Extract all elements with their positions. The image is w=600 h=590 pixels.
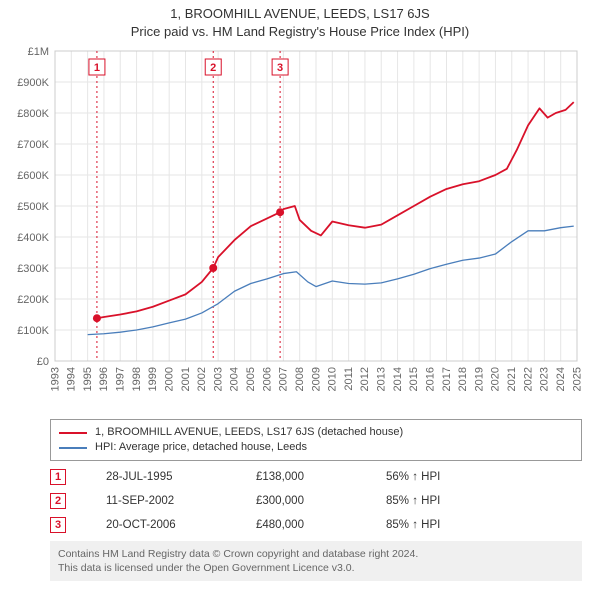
svg-text:£500K: £500K — [17, 201, 49, 213]
legend-swatch — [59, 432, 87, 434]
svg-text:2004: 2004 — [229, 367, 241, 391]
svg-text:£1M: £1M — [28, 46, 49, 58]
legend-row: HPI: Average price, detached house, Leed… — [59, 440, 573, 455]
attribution: Contains HM Land Registry data © Crown c… — [50, 541, 582, 581]
svg-text:2024: 2024 — [555, 367, 567, 391]
svg-text:3: 3 — [277, 62, 283, 74]
svg-text:2011: 2011 — [343, 367, 355, 391]
svg-text:2005: 2005 — [245, 367, 257, 391]
svg-text:1999: 1999 — [147, 367, 159, 391]
legend-label: HPI: Average price, detached house, Leed… — [95, 440, 307, 455]
sale-marker: 2 — [50, 493, 66, 509]
sale-date: 28-JUL-1995 — [106, 471, 216, 483]
page-subtitle: Price paid vs. HM Land Registry's House … — [0, 21, 600, 43]
svg-text:2022: 2022 — [522, 367, 534, 391]
svg-text:2010: 2010 — [327, 367, 339, 391]
attribution-line2: This data is licensed under the Open Gov… — [58, 561, 574, 575]
svg-text:2020: 2020 — [490, 367, 502, 391]
sale-marker: 1 — [50, 469, 66, 485]
svg-text:2016: 2016 — [424, 367, 436, 391]
svg-text:1996: 1996 — [98, 367, 110, 391]
svg-text:2017: 2017 — [441, 367, 453, 391]
svg-text:£300K: £300K — [17, 263, 49, 275]
svg-text:1997: 1997 — [115, 367, 127, 391]
svg-text:£100K: £100K — [17, 325, 49, 337]
svg-text:2019: 2019 — [473, 367, 485, 391]
svg-text:1: 1 — [94, 62, 100, 74]
sale-price: £480,000 — [256, 519, 346, 531]
svg-text:2015: 2015 — [408, 367, 420, 391]
svg-text:2018: 2018 — [457, 367, 469, 391]
legend: 1, BROOMHILL AVENUE, LEEDS, LS17 6JS (de… — [50, 419, 582, 461]
sale-row: 2 11-SEP-2002 £300,000 85% ↑ HPI — [50, 489, 582, 513]
svg-text:£900K: £900K — [17, 77, 49, 89]
svg-text:2002: 2002 — [196, 367, 208, 391]
chart-svg: £0 £100K £200K £300K £400K £500K £600K £700K £80… — [5, 43, 595, 413]
sales-table: 1 28-JUL-1995 £138,000 56% ↑ HPI 2 11-SEP-200… — [50, 465, 582, 537]
svg-text:2014: 2014 — [392, 367, 404, 391]
svg-text:2025: 2025 — [571, 367, 583, 391]
sale-price: £300,000 — [256, 495, 346, 507]
page-title: 1, BROOMHILL AVENUE, LEEDS, LS17 6JS — [0, 0, 600, 21]
svg-text:2021: 2021 — [506, 367, 518, 391]
svg-text:£700K: £700K — [17, 139, 49, 151]
price-chart: £0 £100K £200K £300K £400K £500K £600K £700K £80… — [5, 43, 595, 413]
svg-text:1993: 1993 — [49, 367, 61, 391]
svg-text:2012: 2012 — [359, 367, 371, 391]
svg-text:£800K: £800K — [17, 108, 49, 120]
svg-text:1995: 1995 — [82, 367, 94, 391]
sale-price: £138,000 — [256, 471, 346, 483]
svg-text:2009: 2009 — [310, 367, 322, 391]
svg-text:2008: 2008 — [294, 367, 306, 391]
legend-swatch — [59, 447, 87, 449]
sale-row: 3 20-OCT-2006 £480,000 85% ↑ HPI — [50, 513, 582, 537]
sale-marker: 3 — [50, 517, 66, 533]
svg-text:£400K: £400K — [17, 232, 49, 244]
svg-text:2003: 2003 — [212, 367, 224, 391]
legend-row: 1, BROOMHILL AVENUE, LEEDS, LS17 6JS (de… — [59, 425, 573, 440]
svg-text:2006: 2006 — [261, 367, 273, 391]
svg-text:£0: £0 — [37, 356, 49, 368]
svg-text:2007: 2007 — [278, 367, 290, 391]
svg-text:2001: 2001 — [180, 367, 192, 391]
sale-row: 1 28-JUL-1995 £138,000 56% ↑ HPI — [50, 465, 582, 489]
svg-text:2013: 2013 — [376, 367, 388, 391]
sale-relative: 85% ↑ HPI — [386, 495, 582, 507]
svg-text:2000: 2000 — [163, 367, 175, 391]
svg-text:1994: 1994 — [66, 367, 78, 391]
legend-label: 1, BROOMHILL AVENUE, LEEDS, LS17 6JS (de… — [95, 425, 403, 440]
svg-text:2: 2 — [210, 62, 216, 74]
sale-date: 20-OCT-2006 — [106, 519, 216, 531]
svg-text:£200K: £200K — [17, 294, 49, 306]
svg-text:2023: 2023 — [539, 367, 551, 391]
attribution-line1: Contains HM Land Registry data © Crown c… — [58, 547, 574, 561]
sale-relative: 85% ↑ HPI — [386, 519, 582, 531]
svg-text:1998: 1998 — [131, 367, 143, 391]
sale-relative: 56% ↑ HPI — [386, 471, 582, 483]
svg-text:£600K: £600K — [17, 170, 49, 182]
sale-date: 11-SEP-2002 — [106, 495, 216, 507]
